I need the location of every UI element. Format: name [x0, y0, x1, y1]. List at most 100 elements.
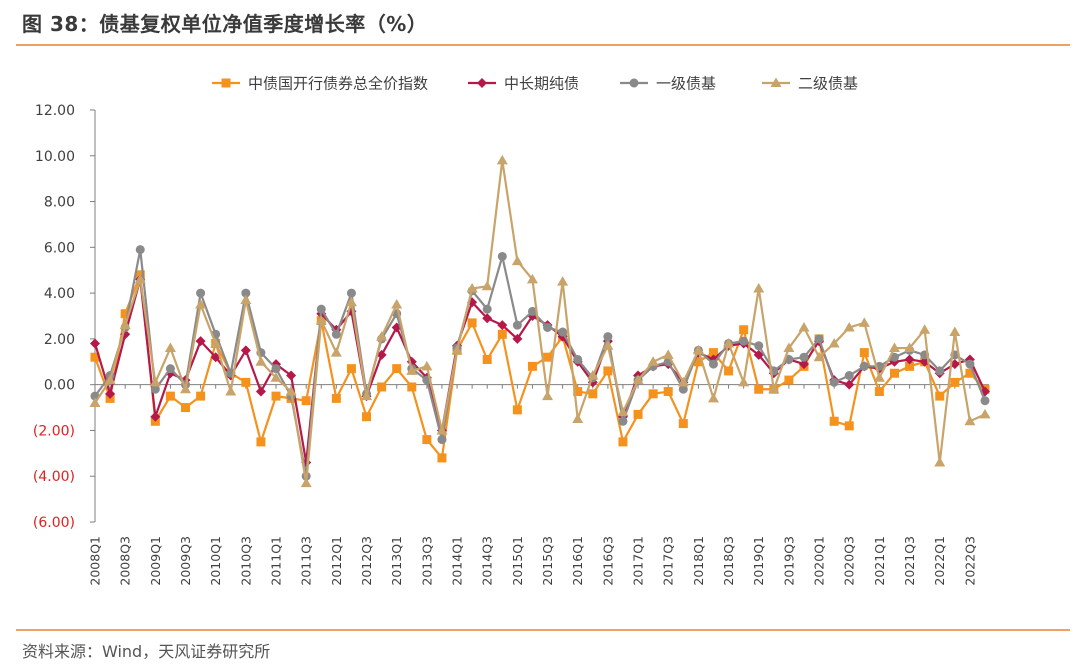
y-tick-label: (6.00) — [33, 515, 75, 531]
data-point-s2 — [889, 352, 899, 362]
data-point-s0 — [301, 396, 311, 406]
data-point-s3 — [149, 376, 161, 387]
x-tick-label: 2010Q1 — [208, 536, 223, 586]
data-point-s2 — [829, 377, 839, 387]
data-point-s3 — [738, 376, 750, 387]
data-point-s0 — [648, 389, 658, 399]
data-point-s3 — [783, 342, 795, 353]
data-point-s2 — [331, 329, 341, 339]
data-point-s1 — [512, 333, 523, 344]
data-point-s3 — [104, 374, 116, 385]
data-point-s3 — [662, 349, 674, 359]
data-point-s2 — [527, 306, 537, 316]
y-tick-label: 6.00 — [44, 240, 75, 256]
axes: 12.00 10.00 8.00 6.00 4.00 2.00 0.00 (2.00) (4.0… — [33, 103, 989, 586]
data-point-s3 — [526, 273, 538, 284]
data-point-s3 — [225, 386, 237, 396]
data-point-s3 — [376, 331, 388, 341]
x-tick-label: 2019Q1 — [751, 536, 766, 586]
data-point-s0 — [467, 318, 477, 328]
data-point-s3 — [542, 390, 554, 401]
data-point-s1 — [753, 349, 764, 360]
data-point-s2 — [708, 359, 718, 369]
data-point-s3 — [873, 372, 885, 382]
data-point-s0 — [527, 361, 537, 371]
data-point-s2 — [543, 322, 553, 332]
x-tick-label: 2012Q1 — [329, 536, 344, 586]
data-point-s0 — [889, 368, 899, 378]
data-point-s1 — [477, 78, 487, 88]
x-tick-label: 2022Q3 — [962, 536, 977, 586]
data-point-s3 — [768, 383, 780, 394]
source-note: 资料来源：Wind，天风证券研究所 — [22, 642, 271, 661]
data-point-s3 — [345, 296, 357, 307]
data-point-s2 — [629, 78, 639, 88]
x-tick-label: 2010Q3 — [238, 536, 253, 586]
data-point-s3 — [300, 477, 312, 488]
y-tick-label: (2.00) — [33, 423, 75, 439]
data-point-s0 — [844, 421, 854, 431]
data-point-s3 — [904, 342, 916, 353]
data-point-s0 — [859, 348, 869, 358]
x-tick-label: 2013Q1 — [389, 536, 404, 586]
data-point-s3 — [919, 324, 931, 334]
y-tick-label: 12.00 — [35, 103, 75, 119]
data-point-s0 — [497, 329, 507, 339]
data-point-s2 — [241, 288, 251, 298]
data-point-s3 — [406, 365, 418, 375]
y-tick-label: 10.00 — [35, 149, 75, 165]
data-point-s0 — [663, 387, 673, 397]
data-point-s3 — [436, 424, 448, 435]
data-point-s3 — [315, 315, 327, 325]
data-point-s0 — [362, 412, 372, 422]
data-point-s3 — [511, 255, 523, 266]
data-point-s0 — [603, 366, 613, 376]
data-point-s3 — [858, 317, 870, 327]
data-point-s0 — [784, 375, 794, 385]
data-point-s3 — [707, 392, 719, 403]
data-point-s3 — [798, 321, 810, 332]
data-point-s3 — [496, 154, 508, 165]
page-title: 图 38：债基复权单位净值季度增长率（%） — [22, 12, 428, 36]
data-point-s3 — [602, 340, 614, 350]
data-point-s2 — [965, 359, 975, 369]
data-point-s2 — [603, 332, 613, 342]
data-point-s2 — [165, 364, 175, 374]
legend-item: 二级债基 — [762, 75, 858, 93]
y-tick-label: 2.00 — [44, 332, 75, 348]
data-point-s3 — [843, 321, 855, 332]
data-point-s0 — [724, 366, 734, 376]
data-point-s1 — [844, 379, 855, 390]
legend-label: 二级债基 — [798, 75, 858, 93]
x-tick-label: 2020Q3 — [842, 536, 857, 586]
data-point-s3 — [361, 390, 373, 401]
data-point-s3 — [949, 326, 961, 337]
data-point-s2 — [859, 361, 869, 371]
data-point-s3 — [180, 383, 192, 394]
data-point-s3 — [587, 370, 599, 380]
series-line — [94, 159, 986, 485]
data-point-s0 — [90, 352, 100, 362]
data-point-s3 — [451, 344, 463, 355]
data-point-s0 — [965, 368, 975, 378]
data-point-s2 — [271, 364, 281, 374]
data-point-s3 — [119, 319, 131, 330]
data-point-s2 — [497, 251, 507, 261]
x-tick-label: 2016Q3 — [600, 536, 615, 586]
data-point-s0 — [739, 325, 749, 335]
data-point-s0 — [165, 391, 175, 401]
data-point-s0 — [256, 437, 266, 447]
y-tick-label: (4.00) — [33, 469, 75, 485]
x-tick-label: 2018Q3 — [721, 536, 736, 586]
data-point-s3 — [195, 299, 207, 309]
data-point-s3 — [255, 356, 267, 366]
data-point-s1 — [798, 359, 809, 370]
data-point-s0 — [678, 419, 688, 429]
data-point-s3 — [481, 280, 493, 291]
x-tick-label: 2011Q1 — [269, 536, 284, 586]
data-point-s1 — [497, 320, 508, 331]
data-point-s0 — [422, 435, 432, 445]
x-tick-label: 2008Q1 — [88, 536, 103, 586]
data-point-s3 — [964, 415, 976, 426]
legend: 中债国开行债券总全价指数 中长期纯债 一级债基 二级债基 — [212, 75, 858, 93]
